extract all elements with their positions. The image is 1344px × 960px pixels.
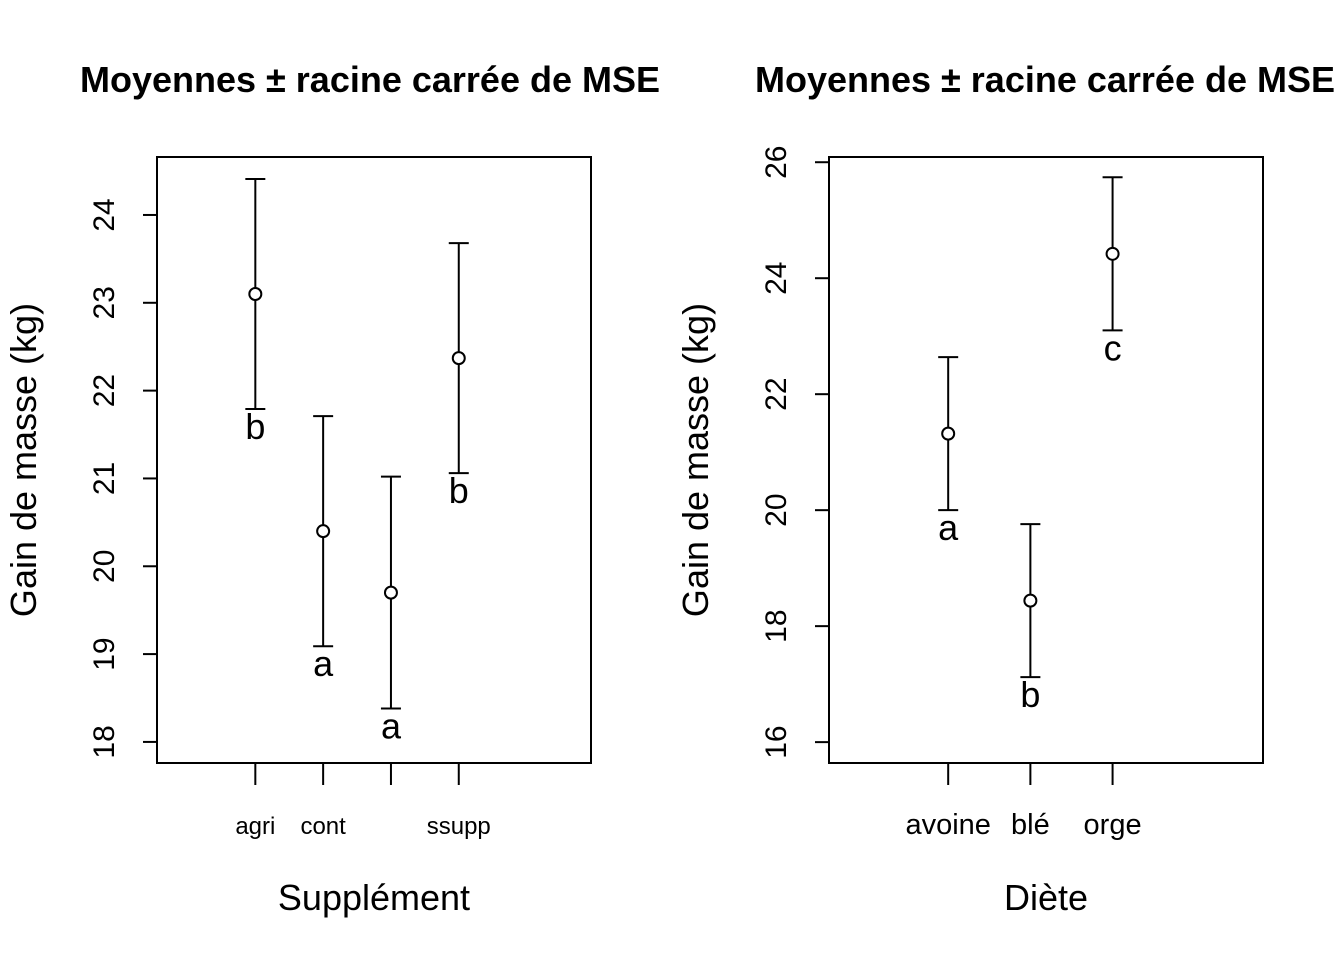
y-axis: 18 19 20 21 22 23 24 — [88, 198, 158, 759]
mean-point — [941, 426, 956, 441]
x-axis-title: Supplément — [278, 877, 470, 918]
group-letter: a — [381, 706, 402, 747]
error-bar: b — [245, 177, 265, 447]
mean-point — [248, 287, 263, 302]
y-tick-label: 24 — [88, 198, 121, 231]
x-tick-label: orge — [1084, 809, 1142, 841]
plot-frame — [828, 156, 1264, 764]
y-tick-label: 16 — [760, 725, 793, 758]
mean-point — [316, 524, 331, 539]
mean-point — [451, 351, 466, 366]
x-tick-label: avoine — [905, 809, 990, 841]
error-bar: a — [938, 356, 959, 548]
group-letter: b — [245, 406, 265, 447]
group-letter: c — [1104, 327, 1122, 368]
x-tick-label: agri — [235, 813, 275, 840]
chart-title: Moyennes ± racine carrée de MSE — [755, 59, 1335, 100]
error-bar: b — [1020, 523, 1040, 715]
data-marks: a b c — [938, 176, 1123, 715]
y-tick-label: 18 — [760, 609, 793, 642]
x-axis: agri cont ssupp — [235, 763, 491, 840]
y-axis-title: Gain de masse (kg) — [3, 303, 44, 617]
y-tick-label: 22 — [88, 374, 121, 407]
group-letter: a — [313, 643, 334, 684]
panel-diete: Moyennes ± racine carrée de MSE 16 18 20 22… — [675, 59, 1335, 918]
y-axis: 16 18 20 22 24 26 — [760, 146, 830, 759]
plot-frame — [156, 156, 592, 764]
mean-point — [1105, 246, 1120, 261]
error-bar: c — [1102, 176, 1123, 368]
x-tick-label: ssupp — [427, 813, 491, 840]
y-axis-title: Gain de masse (kg) — [675, 303, 716, 617]
y-tick-label: 20 — [760, 493, 793, 526]
y-tick-label: 19 — [88, 637, 121, 670]
x-tick-label: cont — [300, 813, 346, 840]
y-tick-label: 26 — [760, 146, 793, 179]
chart-title: Moyennes ± racine carrée de MSE — [80, 59, 660, 100]
error-bar: b — [449, 242, 469, 511]
y-tick-label: 24 — [760, 262, 793, 295]
group-letter: b — [449, 470, 469, 511]
data-marks: b a a b — [245, 177, 469, 747]
group-letter: a — [938, 507, 959, 548]
y-tick-label: 22 — [760, 377, 793, 410]
y-tick-label: 20 — [88, 550, 121, 583]
y-tick-label: 21 — [88, 462, 121, 495]
y-tick-label: 18 — [88, 725, 121, 758]
error-bar: a — [381, 475, 402, 747]
x-tick-label: blé — [1011, 809, 1050, 841]
group-letter: b — [1020, 674, 1040, 715]
error-bar: a — [313, 415, 334, 684]
x-axis-title: Diète — [1004, 877, 1088, 918]
mean-point — [1023, 593, 1038, 608]
panel-supplement: Moyennes ± racine carrée de MSE 18 19 20 21… — [3, 59, 660, 918]
mean-point — [383, 585, 398, 600]
y-tick-label: 23 — [88, 286, 121, 319]
x-axis: avoine blé orge — [905, 763, 1142, 841]
